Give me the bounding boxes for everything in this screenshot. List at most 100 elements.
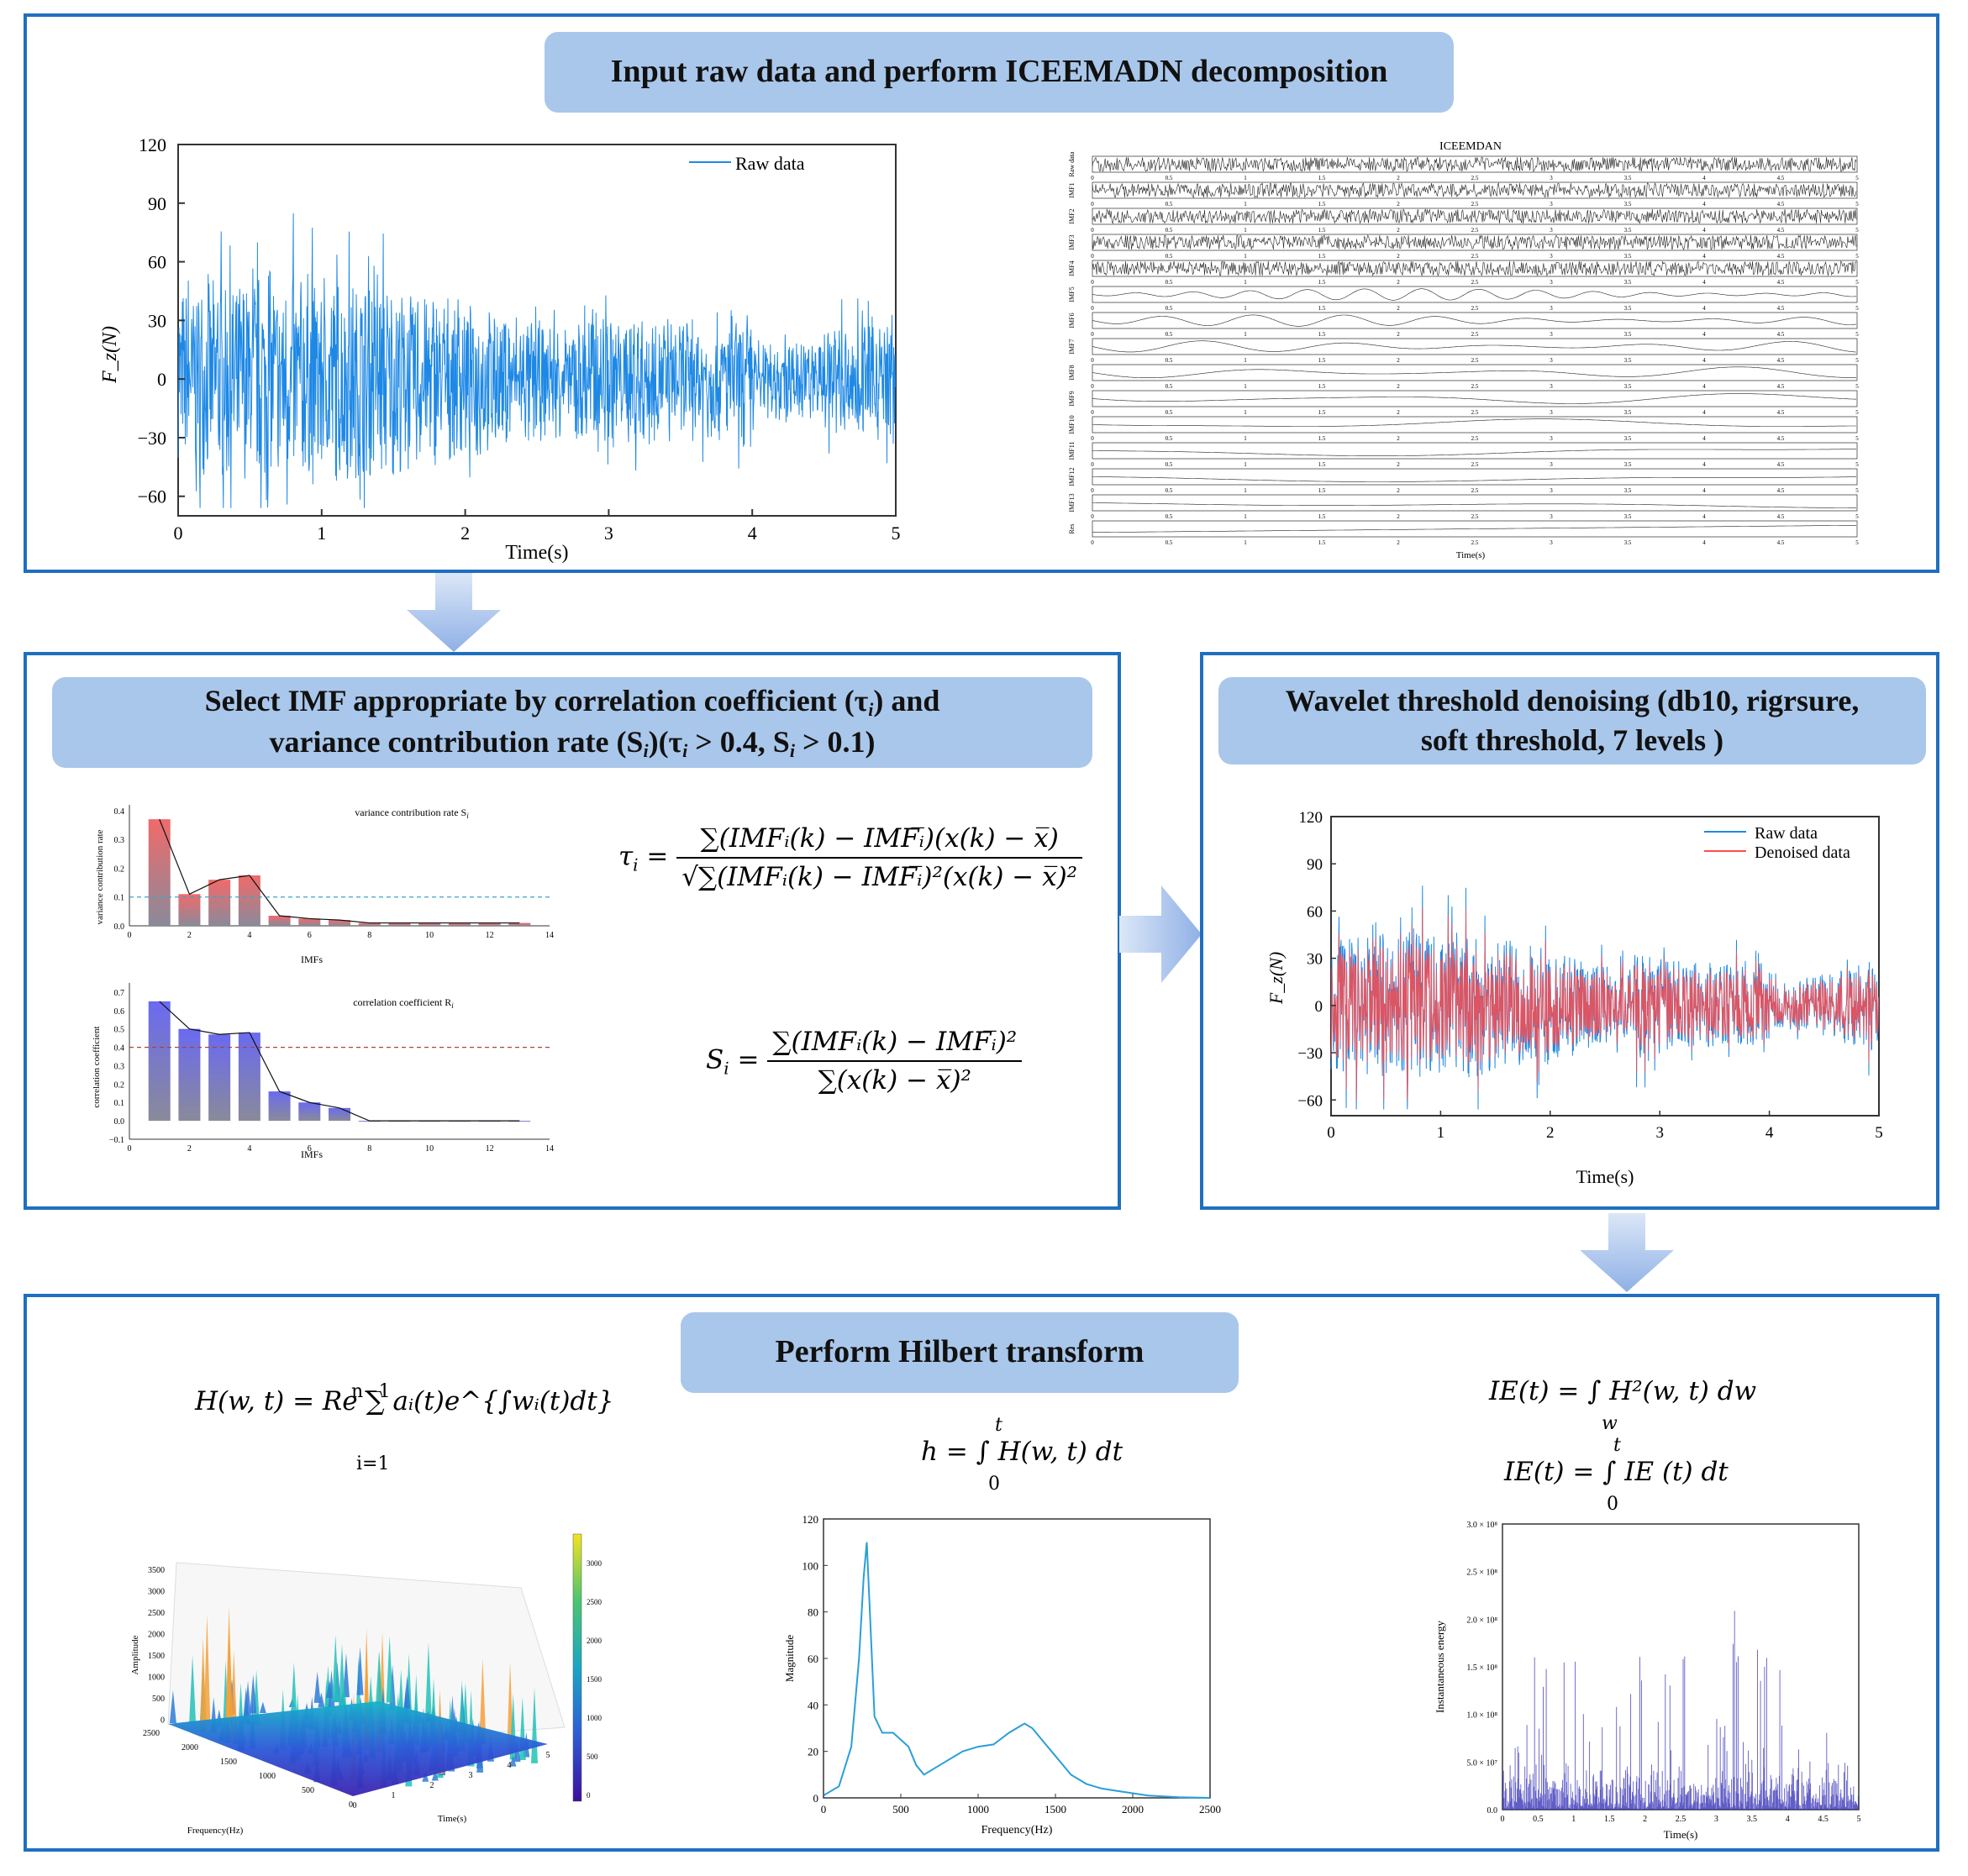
raw-signal-path <box>177 213 896 508</box>
iceemdan-x-tick-label: 1 <box>1244 539 1247 546</box>
denoise-legend-raw: Raw data <box>1755 824 1818 843</box>
correlation-y-tick-label: 0.7 <box>114 989 125 998</box>
iceemdan-x-tick-label: 4 <box>1702 305 1706 312</box>
iceemdan-x-tick-label: 5 <box>1855 357 1859 364</box>
correlation-y-tick-label: 0.5 <box>114 1026 125 1035</box>
iceemdan-x-tick-label: 4.5 <box>1777 279 1785 286</box>
iceemdan-x-tick-label: 0 <box>1091 331 1094 338</box>
iceemdan-x-tick-label: 5 <box>1855 487 1859 494</box>
iceemdan-x-tick-label: 3 <box>1550 435 1553 442</box>
raw-y-tick-label: −30 <box>138 428 166 449</box>
correlation-y-tick-label: 0.4 <box>114 1044 125 1054</box>
banner-imf-selection: Select IMF appropriate by correlation co… <box>52 677 1092 768</box>
banner-hilbert: Perform Hilbert transform <box>681 1312 1239 1393</box>
iceemdan-row: IMF1 0 0.5 1 1.5 2 2.5 3 3.5 4 4.5 5 <box>1068 181 1859 208</box>
spectrum-y-ticks: 120 100 80 60 40 20 0 <box>802 1513 828 1805</box>
surface-colorbar-tick-label: 2500 <box>587 1598 603 1606</box>
iceemdan-x-tick-label: 2 <box>1397 383 1400 390</box>
surface-frequency-tick-label: 0 <box>349 1800 353 1810</box>
surface-peak <box>356 1647 364 1695</box>
iceemdan-x-tick-label: 4.5 <box>1777 305 1785 312</box>
energy-x-tick-label: 0 <box>1501 1815 1505 1824</box>
energy-x-label: Time(s) <box>1664 1828 1698 1841</box>
iceemdan-x-tick-label: 4.5 <box>1777 487 1785 494</box>
iceemdan-x-tick-label: 3.5 <box>1624 227 1632 234</box>
iceemdan-x-tick-label: 2.5 <box>1471 331 1479 338</box>
iceemdan-x-tick-label: 2 <box>1397 305 1400 312</box>
equation-s: Si = ∑(IMFᵢ(k) − IMFᵢ̅)² ∑(x(k) − x̅)² <box>706 1027 1023 1096</box>
iceemdan-row-frame <box>1092 312 1858 329</box>
surface-peak <box>342 1653 350 1698</box>
iceemdan-row-frame <box>1092 234 1858 251</box>
iceemdan-x-tick-label: 0 <box>1091 409 1094 416</box>
iceemdan-x-tick-label: 4.5 <box>1777 357 1785 364</box>
equation-hilbert-lower: i=1 <box>356 1453 390 1474</box>
iceemdan-row: Raw data 0 0.5 1 1.5 2 2.5 3 3.5 4 4.5 5 <box>1068 151 1859 181</box>
iceemdan-x-tick-label: 3 <box>1550 513 1553 520</box>
surface-peak <box>199 1637 207 1733</box>
surface-peak <box>259 1701 266 1714</box>
variance-x-tick-label: 0 <box>128 931 132 940</box>
variance-bar <box>358 922 381 926</box>
equation-ie2: IE(t) = ∫ IE (t) dt t 0 <box>1504 1435 1729 1515</box>
energy-spikes <box>1502 1611 1859 1810</box>
denoise-x-tick-label: 5 <box>1875 1124 1883 1142</box>
surface-peak <box>318 1692 325 1708</box>
raw-y-tick-label: −60 <box>138 486 166 507</box>
denoise-x-label: Time(s) <box>1576 1166 1634 1187</box>
denoise-denoised-trace <box>1330 906 1879 1101</box>
spectrum-x-tick-label: 1500 <box>1045 1803 1066 1816</box>
surface-z-label: Amplitude <box>130 1635 140 1674</box>
energy-y-tick-label: 3.0 × 10⁸ <box>1466 1521 1497 1530</box>
variance-bar <box>268 916 291 926</box>
iceemdan-row: IMF10 0 0.5 1 1.5 2 2.5 3 3.5 4 4.5 5 <box>1068 415 1859 442</box>
raw-x-tick-label: 5 <box>892 523 901 544</box>
iceemdan-x-tick-label: 2 <box>1397 539 1400 546</box>
iceemdan-x-tick-label: 4 <box>1702 487 1706 494</box>
iceemdan-x-tick-label: 5 <box>1855 305 1859 312</box>
spectrum-x-label: Frequency(Hz) <box>981 1824 1053 1837</box>
surface-peak <box>424 1642 432 1721</box>
iceemdan-x-tick-label: 4 <box>1702 201 1706 208</box>
surface-z-tick-label: 3000 <box>148 1588 165 1597</box>
surface-z-tick-label: 2000 <box>148 1631 165 1640</box>
variance-chart-title: variance contribution rate Si <box>355 807 469 820</box>
iceemdan-x-tick-label: 3.5 <box>1624 435 1632 442</box>
energy-x-tick-label: 5 <box>1857 1815 1861 1824</box>
banner-decomposition: Input raw data and perform ICEEMADN deco… <box>545 32 1454 113</box>
surface-peak <box>250 1674 257 1714</box>
equation-h-upper: t <box>995 1415 1002 1436</box>
iceemdan-x-tick-label: 0.5 <box>1166 435 1173 442</box>
variance-bar-chart: 0.4 0.3 0.2 0.1 0.00 2 4 6 8 10 12 14 variance cont… <box>95 805 554 965</box>
variance-x-tick-label: 10 <box>425 931 434 940</box>
iceemdan-x-tick-label: 1 <box>1244 435 1247 442</box>
iceemdan-x-tick-label: 3.5 <box>1624 331 1632 338</box>
correlation-y-tick-label: 0.0 <box>114 1117 125 1127</box>
surface-colorbar-tick-label: 0 <box>587 1791 591 1800</box>
correlation-y-tick-label: 0.2 <box>114 1080 125 1090</box>
iceemdan-row-trace <box>1092 234 1857 250</box>
iceemdan-x-tick-label: 4 <box>1702 383 1706 390</box>
denoise-x-tick-label: 3 <box>1655 1124 1664 1142</box>
iceemdan-row-label: IMF10 <box>1068 415 1076 434</box>
surface-z-tick-label: 2500 <box>148 1609 165 1618</box>
energy-y-tick-label: 1.5 × 10⁸ <box>1466 1663 1497 1673</box>
correlation-y-label: correlation coefficient <box>92 1026 102 1107</box>
iceemdan-x-tick-label: 2.5 <box>1471 175 1479 181</box>
iceemdan-row-frame <box>1092 181 1858 199</box>
variance-trend-line <box>159 818 520 924</box>
iceemdan-x-tick-label: 3.5 <box>1624 279 1632 286</box>
iceemdan-row-trace <box>1092 525 1856 533</box>
iceemdan-row-frame <box>1092 390 1858 407</box>
iceemdan-x-tick-label: 0.5 <box>1166 409 1173 416</box>
arrow-right <box>1119 885 1202 983</box>
correlation-bar <box>148 1001 171 1122</box>
raw-y-tick-label: 30 <box>148 310 166 331</box>
equation-tau-denominator: √∑(IMFᵢ(k) − IMFᵢ̅)²(x(k) − x̅)² <box>681 862 1078 892</box>
banner-wavelet: Wavelet threshold denoising (db10, rigrs… <box>1218 677 1926 765</box>
iceemdan-x-tick-label: 4 <box>1702 279 1706 286</box>
variance-bar <box>418 922 441 926</box>
correlation-x-tick-label: 14 <box>545 1144 554 1153</box>
iceemdan-x-tick-label: 0 <box>1091 227 1094 234</box>
iceemdan-x-tick-label: 2.5 <box>1471 461 1479 468</box>
